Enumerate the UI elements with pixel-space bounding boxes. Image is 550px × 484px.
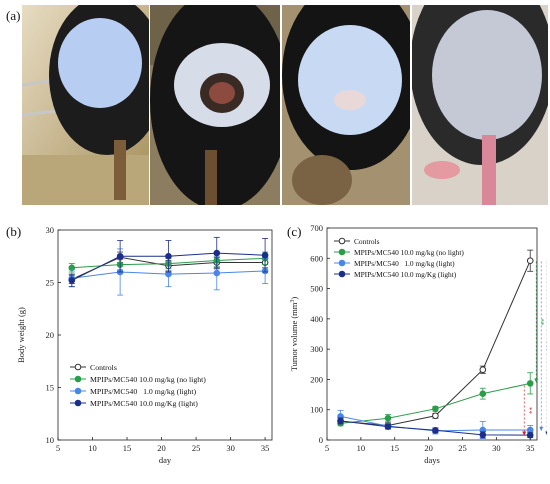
- mouse-healed-photo-icon: [412, 5, 548, 205]
- x-tick-label: 25: [192, 443, 201, 453]
- mouse-lesion-photo-icon: [22, 5, 149, 205]
- x-tick-label: 35: [526, 443, 535, 453]
- mouse-treated-photo-icon: [282, 5, 410, 205]
- y-tick-label: 20: [46, 330, 55, 340]
- data-point: [526, 431, 534, 439]
- x-tick-label: 20: [157, 443, 166, 453]
- x-tick-label: 30: [492, 443, 501, 453]
- data-point: [432, 405, 439, 413]
- x-tick-label: 10: [88, 443, 97, 453]
- data-point: [479, 366, 487, 374]
- significance-label: ***: [542, 341, 547, 352]
- x-tick-label: 5: [325, 443, 329, 453]
- legend-label: Controls: [354, 237, 380, 246]
- y-tick-label: 100: [310, 405, 323, 415]
- panel-label-c: (c): [287, 224, 302, 239]
- x-tick-label: 10: [357, 443, 366, 453]
- significance-label: **: [525, 407, 533, 415]
- data-point: [337, 417, 344, 425]
- mouse-photo-3: [282, 5, 410, 205]
- data-point: [261, 251, 269, 259]
- y-tick-label: 0: [319, 435, 323, 445]
- data-point: [68, 277, 76, 284]
- legend-marker: [74, 375, 82, 383]
- y-tick-label: 300: [310, 344, 323, 354]
- legend-marker: [338, 270, 346, 278]
- y-tick-label: 30: [46, 225, 55, 235]
- x-tick-label: 25: [458, 443, 467, 453]
- legend-label: MPIPs/MC540 1.0 mg/kg (light): [354, 259, 455, 268]
- legend-label: MPIPs/MC540 1.0 mg/kg (light): [90, 387, 197, 396]
- legend-marker: [338, 259, 346, 267]
- legend-marker: [74, 387, 82, 395]
- x-tick-label: 5: [56, 443, 60, 453]
- x-axis-label: days: [424, 455, 440, 465]
- data-point: [526, 257, 534, 265]
- y-axis-label: Body weight (g): [16, 307, 26, 363]
- data-point: [526, 380, 534, 387]
- y-tick-label: 700: [310, 223, 323, 233]
- legend-label: MPIPs/MC540 10.0 mg/Kg (light): [90, 399, 198, 408]
- x-axis-label: day: [159, 455, 172, 465]
- y-tick-label: 15: [46, 383, 55, 393]
- y-tick-label: 200: [310, 374, 323, 384]
- y-tick-label: 500: [310, 284, 323, 294]
- mouse-tumor-photo-icon: [150, 5, 280, 205]
- x-tick-label: 15: [123, 443, 132, 453]
- legend-marker: [338, 237, 346, 245]
- significance-arrow: [522, 431, 527, 436]
- legend-label: Controls: [90, 363, 117, 372]
- data-point: [384, 414, 392, 422]
- panel-label-a: (a): [6, 8, 21, 23]
- panel-label-b: (b): [6, 224, 22, 239]
- x-tick-label: 35: [261, 443, 270, 453]
- legend-label: MPIPs/MC540 10.0 mg/Kg (light): [354, 270, 457, 279]
- y-tick-label: 600: [310, 253, 323, 263]
- data-point: [479, 390, 487, 397]
- plot-frame: [57, 229, 273, 441]
- mouse-photo-2: [150, 5, 280, 205]
- data-point: [165, 252, 172, 260]
- legend-marker: [74, 399, 82, 407]
- data-point: [213, 269, 221, 277]
- y-axis-label: Tumor volume (mm3): [289, 297, 299, 372]
- data-point: [213, 249, 221, 257]
- significance-arrow: [545, 431, 547, 436]
- x-tick-label: 20: [424, 443, 433, 453]
- significance-arrow: [534, 378, 539, 383]
- legend-marker: [338, 248, 346, 256]
- data-point: [432, 427, 439, 434]
- mouse-photo-4: [412, 5, 548, 205]
- significance-arrow: [539, 426, 544, 431]
- tumor-volume-chart: 5 10 15 20 25 30 35 0 100 200 300 400 500 600 700 days T…: [289, 223, 547, 465]
- plot-frame: [326, 227, 538, 441]
- y-tick-label: 400: [310, 314, 323, 324]
- x-tick-label: 30: [226, 443, 235, 453]
- legend-marker: [74, 363, 82, 371]
- data-point: [479, 431, 487, 439]
- y-tick-label: 10: [46, 435, 55, 445]
- y-tick-label: 25: [46, 278, 55, 288]
- data-point: [116, 252, 124, 260]
- legend-label: MPIPs/MC540 10.0 mg/kg (no light): [90, 375, 206, 384]
- data-point: [384, 423, 392, 430]
- legend-label: MPIPs/MC540 10.0 mg/kg (no light): [354, 248, 464, 257]
- x-tick-label: 15: [390, 443, 399, 453]
- data-point: [432, 412, 439, 420]
- mouse-photo-1: [22, 5, 149, 205]
- series-line: [340, 260, 531, 426]
